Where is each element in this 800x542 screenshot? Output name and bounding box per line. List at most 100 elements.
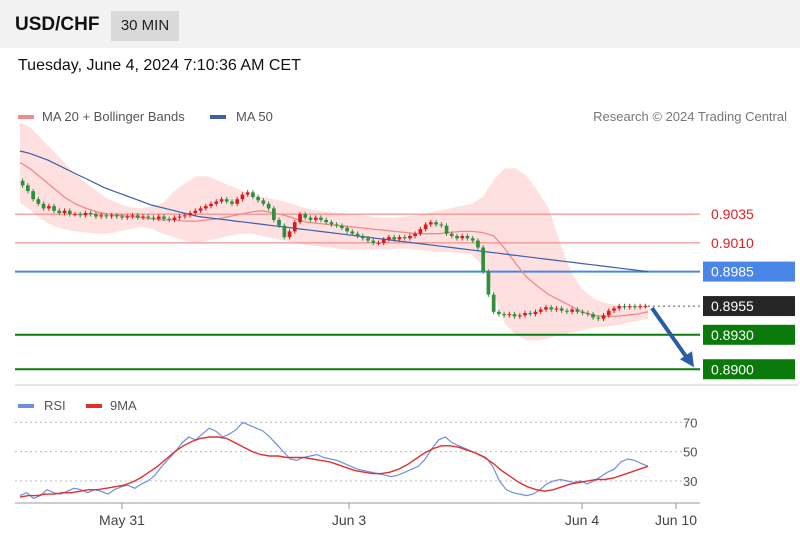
candle-body xyxy=(204,206,208,209)
candle-body xyxy=(376,242,381,244)
candle-body xyxy=(559,308,564,311)
resistance-label: 0.9010 xyxy=(711,235,754,251)
rsi-line xyxy=(19,421,649,500)
rsi-ma-legend-label: 9MA xyxy=(110,398,137,413)
symbol-label: USD/CHF xyxy=(15,14,100,35)
candle-body xyxy=(601,315,606,319)
candle-body xyxy=(606,310,611,316)
candle-body xyxy=(146,216,151,218)
candle-body xyxy=(167,218,171,220)
current-price-badge xyxy=(703,296,795,317)
candle-body xyxy=(209,203,213,207)
forecast-arrow-head xyxy=(680,351,694,368)
candle-body xyxy=(224,199,229,202)
candle-body xyxy=(418,229,423,234)
candle-body xyxy=(62,210,67,213)
candle-body xyxy=(36,199,41,204)
candle-body xyxy=(580,311,585,313)
pivot-label: 0.8985 xyxy=(711,264,754,280)
candle-body xyxy=(371,240,376,243)
candle-body xyxy=(340,225,344,228)
support-badge xyxy=(703,324,795,345)
candle-body xyxy=(41,203,46,209)
candle-body xyxy=(617,306,622,309)
candle-body xyxy=(643,306,648,308)
candle-body xyxy=(298,214,302,223)
candle-body xyxy=(57,210,62,213)
candle-body xyxy=(83,213,88,216)
candle-body xyxy=(303,214,308,218)
candle-body xyxy=(235,199,240,204)
candle-body xyxy=(355,233,360,236)
chart-header: USD/CHF 30 MIN xyxy=(0,0,800,48)
candle-body xyxy=(319,217,323,220)
current-price-label: 0.8955 xyxy=(711,298,754,314)
candle-body xyxy=(240,194,245,200)
candle-body xyxy=(78,214,83,216)
candle-body xyxy=(627,306,632,308)
candle-body xyxy=(52,206,56,211)
candle-body xyxy=(188,213,192,216)
candle-body xyxy=(392,237,397,240)
candle-body xyxy=(497,311,501,315)
candle-body xyxy=(455,236,459,239)
rsi-lines xyxy=(19,421,649,500)
ma20-line xyxy=(19,161,649,318)
candle-body xyxy=(449,233,454,236)
candle-body xyxy=(423,224,428,230)
resistance-label: 0.9035 xyxy=(711,206,754,222)
candle-body xyxy=(282,225,287,238)
candle-body xyxy=(533,311,538,315)
candle-body xyxy=(622,306,627,308)
candle-body xyxy=(47,206,51,209)
candle-body xyxy=(251,192,255,197)
candle-body xyxy=(565,310,569,312)
price-levels xyxy=(15,213,700,371)
x-tick-label: Jun 4 xyxy=(565,512,599,528)
candle-body xyxy=(277,219,281,226)
candle-body xyxy=(397,237,402,240)
candle-body xyxy=(230,201,234,204)
candle-body xyxy=(135,215,140,218)
candle-body xyxy=(381,239,386,243)
rsi-tick-label: 30 xyxy=(683,474,697,489)
candle-body xyxy=(31,191,35,200)
ma50-legend-swatch xyxy=(210,115,226,119)
candle-body xyxy=(162,216,166,219)
moving-averages xyxy=(19,150,649,318)
ma20-legend-label: MA 20 + Bollinger Bands xyxy=(42,109,185,124)
price-level-labels: 0.9035 0.9010 0.8985 0.8955 0.8930 0.8900 xyxy=(703,206,795,380)
rsi-ma-line xyxy=(19,436,649,498)
timeframe-badge[interactable]: 30 MIN xyxy=(111,11,179,41)
candle-body xyxy=(329,222,334,225)
candle-body xyxy=(528,313,533,315)
candle-body xyxy=(554,308,559,310)
candle-body xyxy=(444,225,449,234)
candle-body xyxy=(408,236,412,239)
pivot-badge xyxy=(703,261,795,282)
forecast-arrow-shaft xyxy=(650,306,690,361)
candle-body xyxy=(94,214,98,217)
x-tick-label: May 31 xyxy=(99,512,145,528)
candle-body xyxy=(387,237,391,240)
candle-body xyxy=(324,219,328,223)
candle-body xyxy=(313,217,318,220)
candle-body xyxy=(465,236,470,239)
support-badge xyxy=(703,359,795,380)
candle-body xyxy=(109,215,114,217)
x-tick-label: Jun 10 xyxy=(655,512,697,528)
candle-body xyxy=(130,215,135,217)
candle-body xyxy=(523,313,527,316)
candle-body xyxy=(413,233,417,236)
candle-body xyxy=(633,306,637,308)
ma50-line xyxy=(19,150,649,273)
rsi-ma-legend-swatch xyxy=(86,404,102,408)
candle-body xyxy=(460,236,465,239)
candle-body xyxy=(115,215,119,217)
rsi-legend-label: RSI xyxy=(44,398,66,413)
candle-body xyxy=(183,215,187,217)
candle-body xyxy=(151,217,156,219)
candle-body xyxy=(266,203,271,209)
candle-body xyxy=(591,314,595,318)
